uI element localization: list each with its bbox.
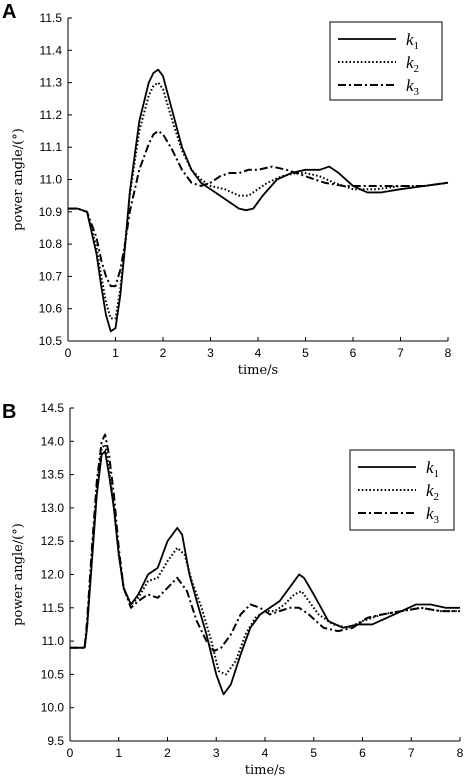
y-tick-label: 9.5: [47, 734, 64, 748]
series-line-k2: [70, 443, 460, 676]
x-tick-label: 8: [445, 346, 452, 360]
legend-entry-k3: k3: [406, 76, 420, 98]
legend-entry-k2: k2: [426, 481, 439, 503]
y-tick-label: 10.0: [41, 701, 65, 715]
y-tick-label: 11.0: [40, 173, 63, 187]
x-tick-label: 7: [408, 746, 415, 760]
legend-entry-name: k: [406, 30, 414, 49]
x-tick-label: 6: [350, 346, 357, 360]
series-line-k3: [68, 130, 449, 288]
x-tick-label: 4: [262, 746, 269, 760]
legend-box: [349, 449, 455, 531]
legend-entry-subscript: 3: [434, 514, 440, 526]
x-axis-title: time/s: [238, 363, 278, 378]
y-tick-label: 10.7: [39, 269, 63, 283]
y-axis-title: power angle/(°): [11, 523, 26, 626]
chart-panel-b: B 9.5 10.0 10.5 11.0 11.5 12.0 12.5 13.0 13.5 14.0…: [2, 401, 464, 778]
legend-box: [329, 21, 443, 101]
legend-entry-k2: k2: [406, 53, 419, 75]
x-tick-label: 3: [213, 746, 220, 760]
y-tick-label: 11.0: [42, 634, 65, 648]
legend-entry-subscript: 2: [434, 491, 440, 503]
legend-entry-name: k: [426, 504, 434, 523]
y-tick-label: 11.2: [40, 108, 63, 122]
legend-entry-k1: k1: [406, 30, 419, 52]
legend-entry-subscript: 3: [414, 86, 420, 98]
y-tick-label: 11.4: [40, 43, 63, 57]
x-tick-label: 2: [164, 746, 171, 760]
x-tick-label: 4: [255, 346, 262, 360]
legend-entry-subscript: 1: [434, 468, 440, 480]
x-tick-label: 5: [302, 346, 309, 360]
y-tick-label: 10.9: [39, 205, 63, 219]
y-tick-label: 13.5: [41, 468, 65, 482]
panel-label: A: [2, 1, 16, 23]
y-tick-label: 10.5: [41, 667, 65, 681]
y-tick-label: 14.0: [41, 434, 65, 448]
x-tick-label: 6: [359, 746, 366, 760]
legend-entry-subscript: 1: [414, 40, 420, 52]
x-tick-label: 8: [457, 746, 464, 760]
y-tick-label: 10.8: [39, 237, 63, 251]
y-axis-title: power angle/(°): [11, 128, 26, 231]
legend-entry-k1: k1: [426, 458, 439, 480]
legend-entry-name: k: [406, 76, 414, 95]
x-axis-title: time/s: [245, 763, 285, 778]
x-tick-label: 1: [115, 746, 122, 760]
x-tick-label: 2: [160, 346, 167, 360]
chart-panel-a: A 10.5 10.6 10.7 10.8 10.9 11.0 11.1 11.2 11.3 11.…: [2, 1, 452, 378]
x-tick-label: 0: [65, 346, 72, 360]
legend-entry-k3: k3: [426, 504, 440, 526]
y-tick-label: 10.6: [39, 302, 63, 316]
y-tick-label: 13.0: [41, 501, 65, 515]
legend-entry-name: k: [426, 481, 434, 500]
y-tick-label: 11.5: [40, 11, 63, 25]
legend-entry-subscript: 2: [414, 63, 420, 75]
y-tick-label: 11.3: [40, 76, 63, 90]
legend-entry-name: k: [406, 53, 414, 72]
y-tick-label: 12.5: [41, 534, 65, 548]
y-tick-label: 11.1: [40, 140, 63, 154]
y-tick-label: 11.5: [42, 601, 65, 615]
x-tick-label: 5: [310, 746, 317, 760]
y-tick-label: 14.5: [41, 401, 65, 415]
series-line-k1: [68, 68, 449, 333]
series-line-k2: [68, 81, 449, 320]
y-tick-label: 12.0: [41, 568, 65, 582]
panel-label: B: [2, 401, 16, 423]
x-tick-label: 3: [207, 346, 214, 360]
x-tick-label: 0: [67, 746, 74, 760]
series-line-k1: [70, 450, 460, 696]
x-tick-label: 1: [112, 346, 119, 360]
legend-entry-name: k: [426, 458, 434, 477]
y-tick-label: 10.5: [39, 334, 63, 348]
x-tick-label: 7: [397, 346, 404, 360]
